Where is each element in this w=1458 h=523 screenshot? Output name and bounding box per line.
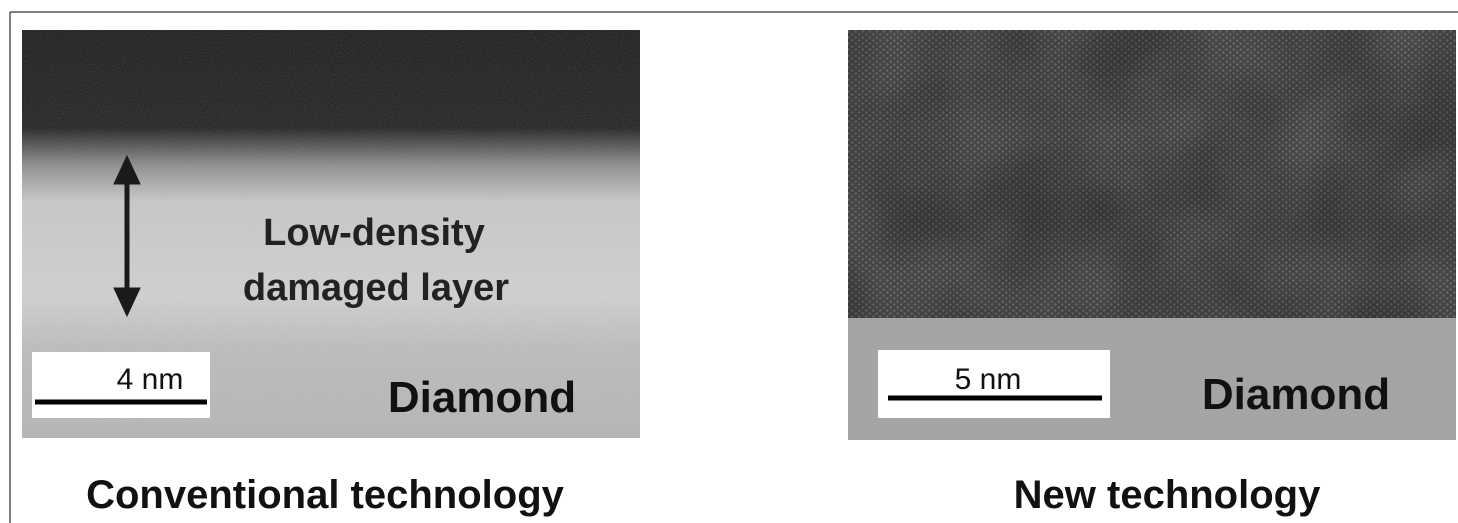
annotation-line: Low-density: [263, 212, 485, 254]
scale-bar-label: 4 nm: [117, 363, 184, 396]
material-label: Diamond: [388, 373, 576, 422]
annotation-line: damaged layer: [243, 267, 509, 309]
right-micrograph: 5 nm Diamond: [848, 30, 1456, 440]
crystal-shading: [848, 30, 1456, 320]
caption: Conventional technology: [86, 473, 565, 517]
material-label: Diamond: [1202, 370, 1390, 419]
scale-bar-label: 5 nm: [955, 363, 1022, 396]
caption: New technology: [1014, 473, 1321, 517]
figure: Low-density damaged layer 4 nm Diamond C…: [0, 0, 1458, 523]
left-micrograph: Low-density damaged layer 4 nm Diamond: [22, 30, 640, 438]
